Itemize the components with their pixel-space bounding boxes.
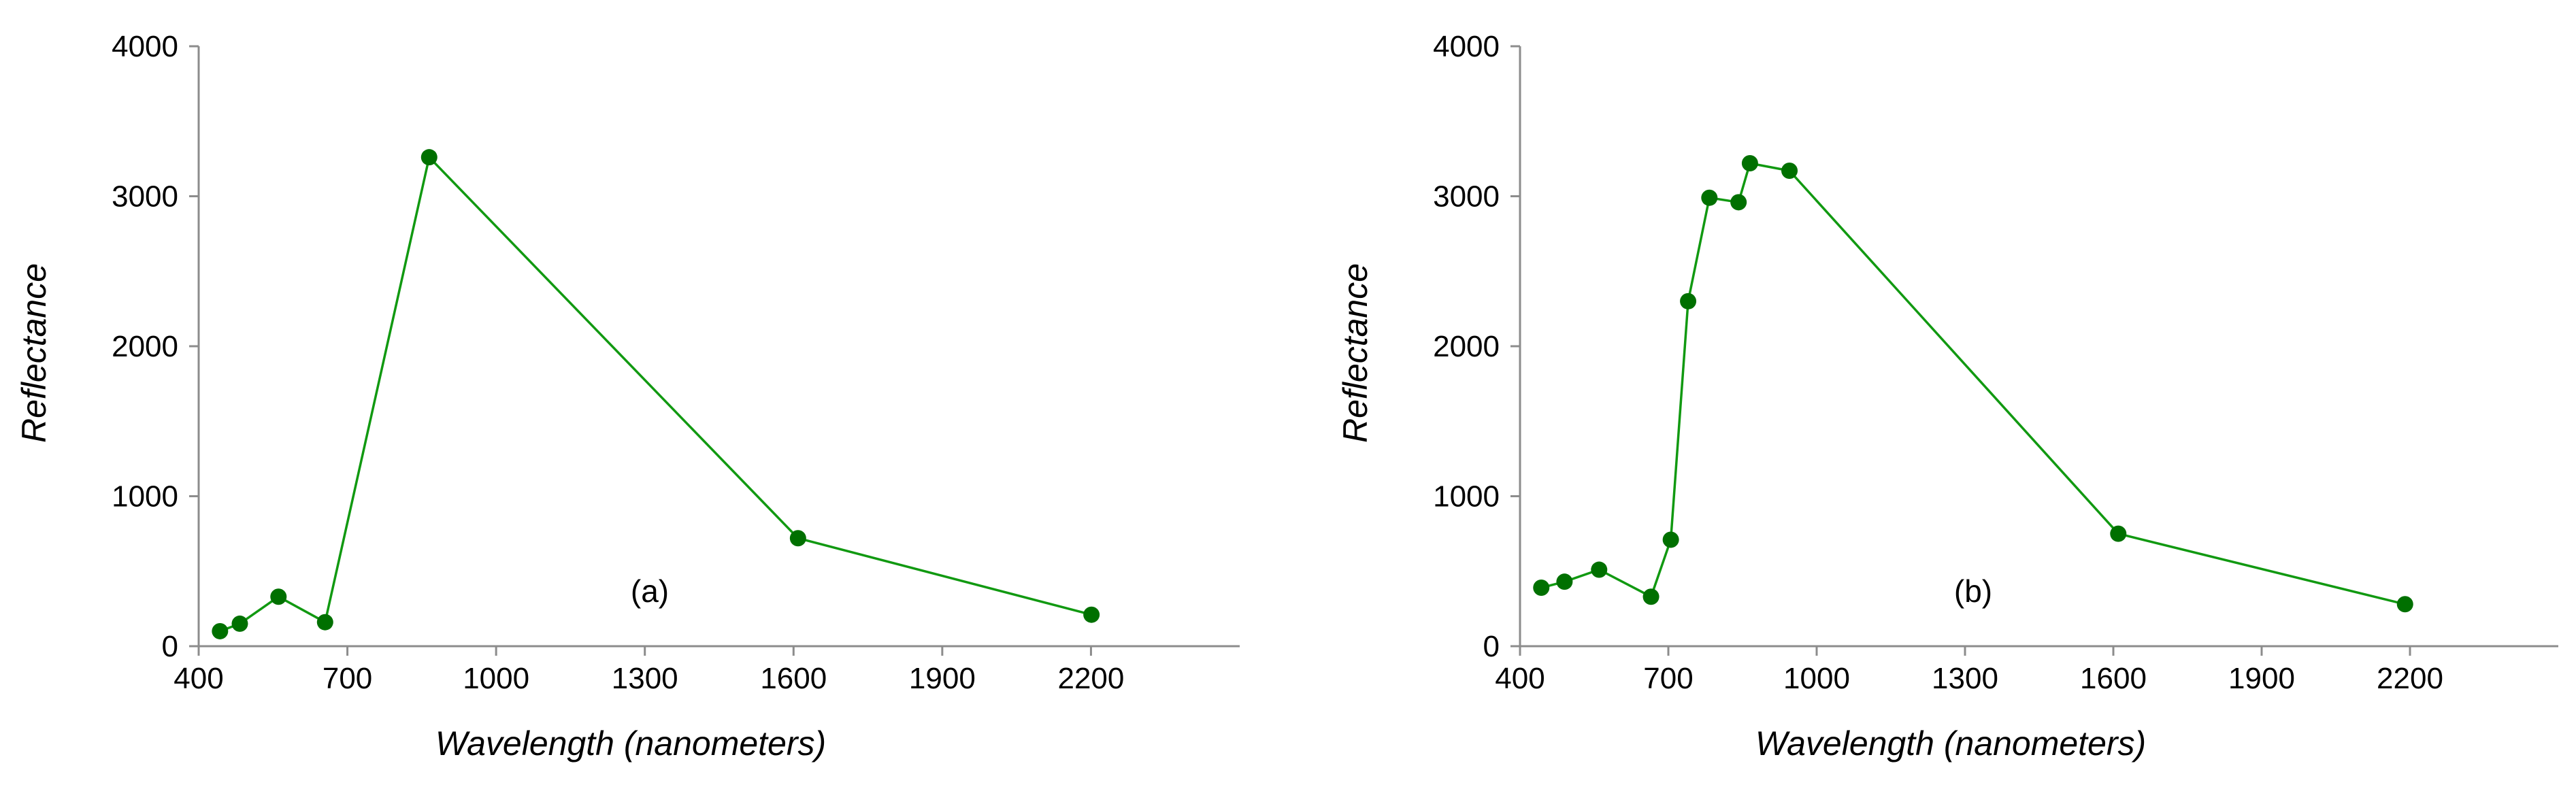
data-point — [231, 615, 248, 632]
x-tick-label: 1900 — [909, 662, 976, 695]
data-point — [2396, 596, 2413, 613]
data-point — [420, 149, 437, 166]
y-tick-label: 0 — [162, 630, 178, 663]
x-axis-title: Wavelength (nanometers) — [1755, 724, 2146, 763]
x-tick-label: 1900 — [2228, 662, 2295, 695]
data-point — [270, 588, 287, 605]
data-point — [212, 622, 229, 639]
y-tick-label: 1000 — [112, 480, 178, 514]
x-tick-label: 400 — [174, 662, 223, 695]
y-tick-label: 4000 — [1433, 30, 1500, 63]
x-tick-label: 1300 — [612, 662, 678, 695]
data-point — [1701, 189, 1718, 206]
data-point — [1533, 580, 1550, 597]
x-tick-label: 2200 — [1057, 662, 1124, 695]
data-point — [1741, 154, 1758, 171]
x-tick-label: 1600 — [760, 662, 827, 695]
y-axis-title: Reflectance — [1336, 263, 1374, 443]
panel-annotation: (a) — [631, 573, 669, 609]
y-axis-title: Reflectance — [15, 263, 53, 443]
x-tick-label: 1300 — [1932, 662, 1998, 695]
data-point — [1662, 531, 1679, 548]
chart-panel-b: 0 1000 2000 3000 4000 400 700 1000 1300 1600 1900 2… — [1336, 30, 2558, 763]
data-point — [1083, 606, 1100, 623]
x-tick-label: 2200 — [2377, 662, 2443, 695]
y-tick-label: 3000 — [112, 180, 178, 214]
data-point — [316, 614, 333, 631]
data-point — [1591, 561, 1608, 578]
y-tick-label: 0 — [1483, 630, 1500, 663]
data-point — [1781, 163, 1798, 180]
x-tick-label: 1000 — [1783, 662, 1850, 695]
data-point — [2110, 525, 2127, 542]
data-point — [1730, 194, 1747, 211]
series-line — [219, 154, 1092, 633]
y-tick-label: 2000 — [112, 330, 178, 363]
y-tick-label: 3000 — [1433, 180, 1500, 214]
y-tick-label: 4000 — [112, 30, 178, 63]
x-tick-label: 1600 — [2080, 662, 2147, 695]
x-axis-title: Wavelength (nanometers) — [435, 724, 826, 763]
y-tick-label: 1000 — [1433, 480, 1500, 514]
data-point — [1556, 573, 1573, 590]
x-tick-label: 700 — [323, 662, 372, 695]
data-point — [1680, 292, 1697, 309]
data-point — [1642, 588, 1659, 605]
x-tick-label: 700 — [1643, 662, 1693, 695]
x-tick-label: 400 — [1495, 662, 1545, 695]
panel-annotation: (b) — [1954, 573, 1992, 609]
y-tick-label: 2000 — [1433, 330, 1500, 363]
data-point — [789, 530, 806, 547]
x-tick-label: 1000 — [463, 662, 529, 695]
chart-panel-a: 0 1000 2000 3000 4000 400 700 1000 1300 1600 1900 2… — [15, 30, 1240, 763]
